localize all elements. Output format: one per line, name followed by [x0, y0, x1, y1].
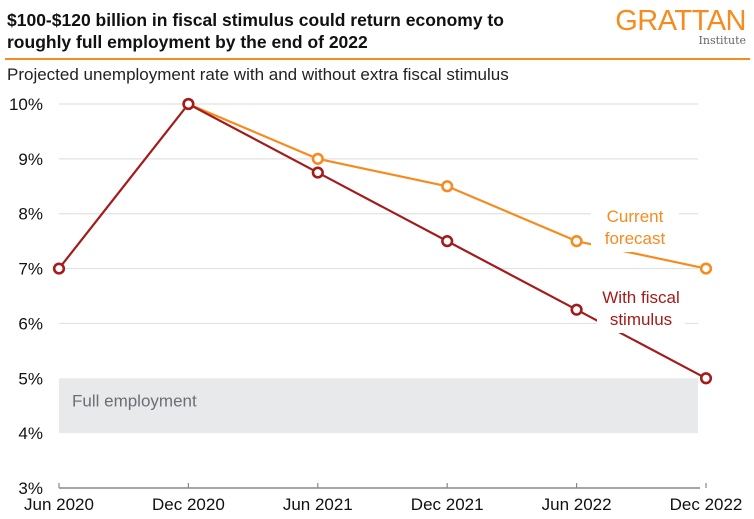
x-tick-label: Dec 2021: [411, 495, 484, 514]
series-label-current-forecast-line1: Current: [607, 207, 664, 226]
chart-title: $100-$120 billion in fiscal stimulus cou…: [7, 9, 567, 53]
x-tick-label: Jun 2021: [283, 495, 353, 514]
series-label-backing: [591, 206, 679, 252]
chart-subtitle: Projected unemployment rate with and wit…: [7, 65, 509, 84]
y-tick-label: 3%: [18, 479, 43, 498]
data-point-current-forecast: [699, 262, 713, 275]
x-tick-label: Dec 2020: [152, 495, 225, 514]
x-tick-label: Jun 2022: [542, 495, 612, 514]
grattan-logo: GRATTAN Institute: [615, 6, 746, 47]
full-employment-label: Full employment: [72, 391, 197, 410]
data-point-with-fiscal-stimulus: [441, 235, 454, 248]
data-point-current-forecast: [311, 152, 324, 165]
y-tick-label: 8%: [18, 205, 43, 224]
data-point-current-forecast: [570, 235, 583, 248]
series-label-with-fiscal-stimulus-line2: stimulus: [610, 310, 672, 329]
y-tick-label: 4%: [18, 424, 43, 443]
series-label-backing: [597, 287, 685, 333]
data-point-with-fiscal-stimulus: [311, 166, 324, 179]
data-point-with-fiscal-stimulus: [699, 372, 713, 385]
x-tick-label: Jun 2020: [24, 495, 94, 514]
y-tick-label: 7%: [18, 260, 43, 279]
logo-wordmark: GRATTAN: [615, 5, 746, 37]
logo-subtext: Institute: [698, 34, 746, 47]
series-label-with-fiscal-stimulus-line1: With fiscal: [602, 288, 679, 307]
y-tick-label: 9%: [18, 150, 43, 169]
header-divider: [5, 58, 750, 60]
series-label-current-forecast-line2: forecast: [605, 229, 666, 248]
data-point-current-forecast: [441, 180, 454, 193]
y-tick-label: 6%: [18, 314, 43, 333]
full-employment-band: [59, 378, 698, 434]
x-tick-label: Dec 2022: [670, 495, 743, 514]
chart-title-line-1: $100-$120 billion in fiscal stimulus cou…: [7, 10, 504, 30]
data-point-with-fiscal-stimulus: [570, 303, 583, 316]
data-point-with-fiscal-stimulus: [182, 97, 195, 111]
y-tick-label: 5%: [18, 369, 43, 388]
y-tick-label: 10%: [9, 95, 43, 114]
chart-title-line-2: roughly full employment by the end of 20…: [7, 32, 368, 52]
data-point-with-fiscal-stimulus: [52, 262, 66, 275]
